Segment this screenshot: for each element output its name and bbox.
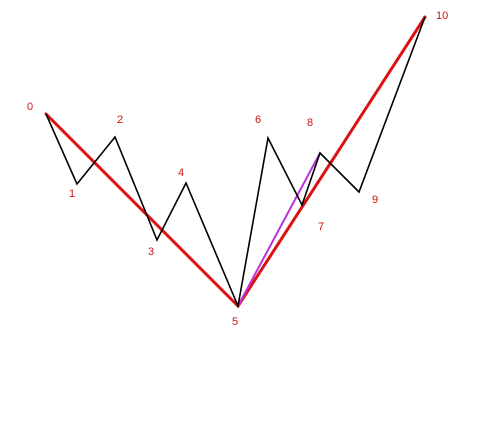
point-label-4: 4 — [178, 167, 184, 179]
point-label-8: 8 — [307, 117, 313, 129]
point-label-0: 0 — [27, 101, 33, 113]
trend-line-up — [236, 15, 427, 308]
connector-lines — [237, 152, 321, 307]
point-label-6: 6 — [255, 114, 261, 126]
point-label-5: 5 — [232, 316, 238, 328]
point-label-1: 1 — [69, 188, 75, 200]
zigzag-path-group — [45, 16, 426, 309]
point-label-7: 7 — [318, 221, 324, 233]
connector-line-5-8 — [237, 152, 321, 307]
point-labels: 0 1 2 3 4 5 6 7 8 9 10 — [27, 10, 448, 328]
point-label-10: 10 — [436, 10, 448, 22]
point-label-2: 2 — [117, 114, 123, 126]
trend-lines — [44, 15, 427, 308]
zigzag-path — [45, 16, 426, 309]
trend-line-down — [44, 112, 240, 308]
point-label-9: 9 — [372, 194, 378, 206]
point-label-3: 3 — [148, 246, 154, 258]
